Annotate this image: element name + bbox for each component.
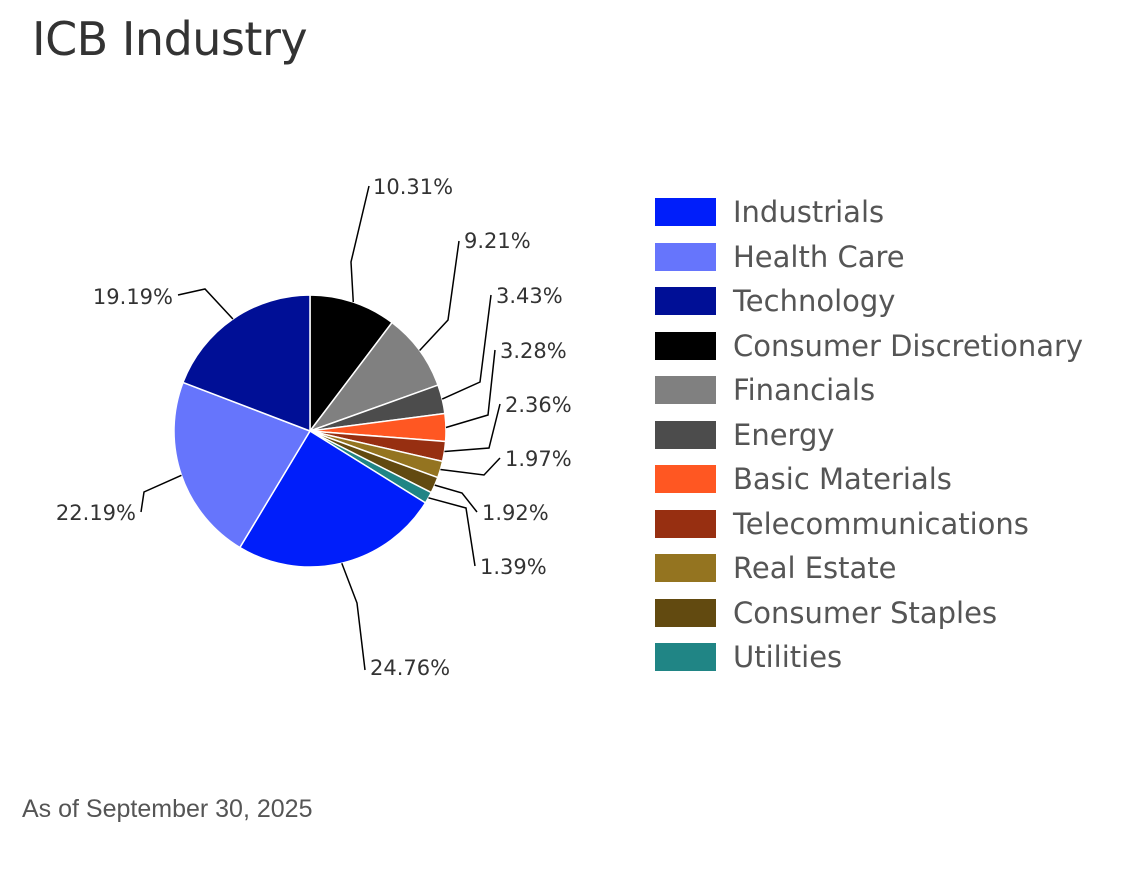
legend-label: Basic Materials [733, 462, 952, 497]
leader-line [441, 294, 492, 400]
legend-item: Consumer Discretionary [655, 324, 1083, 369]
slice-percent-label: 3.43% [496, 284, 563, 308]
pie-slice-financials [307, 321, 439, 433]
leader-line [445, 349, 496, 429]
slice-labels: 10.31% 9.21% 3.43% 3.28% 2.36% 1.97% 1.92% 1.39… [56, 175, 572, 680]
legend-swatch [655, 420, 716, 449]
legend-label: Financials [733, 373, 876, 408]
legend-label: Consumer Discretionary [733, 328, 1084, 363]
legend-label: Consumer Staples [733, 595, 998, 630]
legend-label: Telecommunications [733, 506, 1029, 541]
legend-swatch [655, 242, 716, 271]
slice-percent-label: 1.39% [480, 555, 547, 579]
slice-percent-label: 1.97% [505, 447, 572, 471]
leader-line [341, 562, 366, 671]
slice-percent-label: 10.31% [373, 175, 453, 199]
slice-percent-label: 1.92% [482, 501, 549, 525]
legend-swatch [655, 554, 716, 583]
legend-item: Energy [655, 413, 1083, 458]
legend-item: Technology [655, 279, 1083, 324]
legend-item: Real Estate [655, 546, 1083, 591]
as-of-date: As of September 30, 2025 [22, 795, 313, 823]
legend-swatch [655, 598, 716, 627]
slice-percent-label: 9.21% [464, 229, 531, 253]
legend-item: Utilities [655, 635, 1083, 680]
legend-swatch [655, 376, 716, 405]
pie-slice-health-care [173, 381, 312, 549]
leader-line [140, 474, 182, 513]
legend-label: Real Estate [733, 551, 897, 586]
leader-line [428, 497, 476, 567]
pie-chart: 10.31% 9.21% 3.43% 3.28% 2.36% 1.97% 1.92% 1.39… [56, 175, 572, 680]
leader-lines [140, 185, 501, 671]
leader-line [444, 403, 501, 453]
legend-label: Utilities [733, 640, 843, 675]
legend-swatch [655, 509, 716, 538]
legend-swatch [655, 465, 716, 494]
legend-item: Basic Materials [655, 457, 1083, 502]
legend-label: Industrials [733, 195, 885, 230]
leader-line [440, 457, 501, 476]
pie-slice-technology [181, 294, 311, 433]
legend-swatch [655, 643, 716, 672]
legend-swatch [655, 331, 716, 360]
legend-item: Financials [655, 368, 1083, 413]
legend-label: Health Care [733, 239, 905, 274]
pie-slices [173, 294, 447, 568]
leader-line [177, 288, 234, 320]
leader-line [350, 185, 370, 303]
legend-swatch [655, 198, 716, 227]
slice-percent-label: 3.28% [500, 339, 567, 363]
legend-swatch [655, 287, 716, 316]
legend-label: Energy [733, 417, 835, 452]
chart-title: ICB Industry [32, 12, 308, 66]
slice-percent-label: 2.36% [505, 393, 572, 417]
leader-line [434, 484, 478, 513]
legend-item: Health Care [655, 235, 1083, 280]
legend: Industrials Health Care Technology Consumer… [655, 190, 1083, 680]
slice-percent-label: 22.19% [56, 501, 136, 525]
legend-item: Telecommunications [655, 502, 1083, 547]
slice-percent-label: 19.19% [93, 285, 173, 309]
slice-percent-label: 24.76% [370, 656, 450, 680]
pie-slice-industrials [238, 429, 427, 568]
leader-line [419, 240, 460, 351]
legend-item: Consumer Staples [655, 591, 1083, 636]
legend-label: Technology [733, 284, 896, 319]
legend-item: Industrials [655, 190, 1083, 235]
